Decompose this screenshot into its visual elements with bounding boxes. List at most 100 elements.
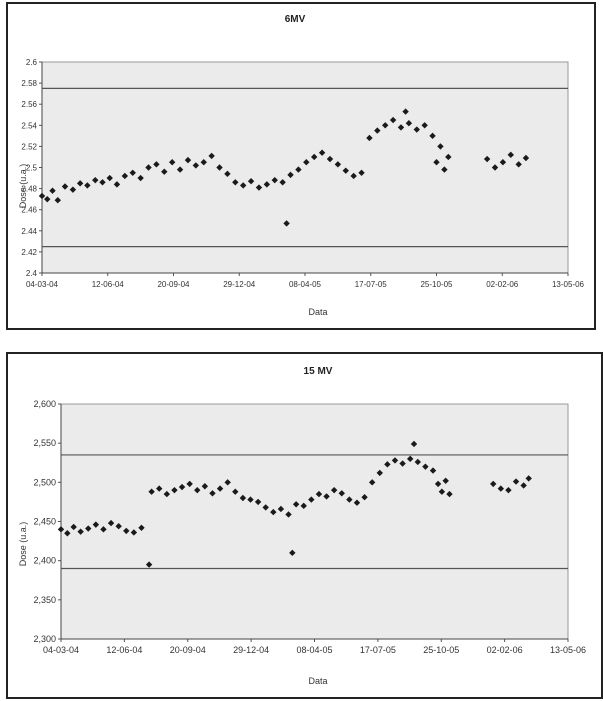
data-point bbox=[178, 483, 186, 491]
y-tick-label: 2,550 bbox=[33, 438, 56, 448]
data-point bbox=[77, 528, 84, 535]
data-point bbox=[374, 127, 381, 134]
data-point bbox=[283, 220, 290, 227]
data-point bbox=[129, 169, 136, 176]
data-point bbox=[512, 478, 520, 485]
x-tick-label: 29-12-04 bbox=[233, 645, 269, 655]
data-point bbox=[279, 179, 286, 186]
x-tick-label: 25-10-05 bbox=[420, 280, 453, 289]
data-point bbox=[361, 494, 368, 501]
data-point bbox=[84, 182, 91, 189]
data-point bbox=[153, 161, 160, 168]
data-point bbox=[232, 179, 239, 186]
data-point bbox=[76, 180, 84, 187]
x-axis-label: Data bbox=[308, 676, 327, 686]
chart-6mv: 6MV Dose (u.a.) Data 2.62.582.562.542.52… bbox=[18, 14, 585, 317]
data-point bbox=[515, 161, 522, 168]
y-axis-label: Dose (u.a.) bbox=[18, 164, 28, 209]
data-point bbox=[308, 496, 315, 503]
data-point bbox=[326, 155, 334, 163]
data-point bbox=[271, 176, 278, 184]
chart-6mv-panel: 6MV Dose (u.a.) Data 2.6 2.58 2.56 2.54 2.52… bbox=[6, 2, 596, 330]
x-tick-label: 13-05-06 bbox=[552, 280, 585, 289]
data-point bbox=[171, 486, 178, 494]
x-tick-label: 04-03-04 bbox=[43, 645, 79, 655]
y-tick-label: 2,500 bbox=[33, 477, 56, 487]
data-point bbox=[295, 166, 302, 173]
data-point bbox=[358, 169, 365, 176]
data-point bbox=[410, 440, 418, 448]
data-point bbox=[209, 490, 216, 497]
data-point bbox=[239, 182, 247, 189]
x-tick-label: 20-09-04 bbox=[157, 280, 190, 289]
data-point bbox=[353, 499, 361, 506]
data-point bbox=[292, 501, 300, 508]
data-point bbox=[156, 485, 163, 492]
data-point bbox=[311, 153, 318, 161]
data-point bbox=[315, 490, 323, 498]
data-point bbox=[69, 186, 77, 193]
data-point bbox=[497, 485, 505, 492]
y-tick-label: 2.4 bbox=[26, 269, 38, 278]
x-tick-label: 17-07-05 bbox=[355, 280, 388, 289]
plot-area: 2,600 2,550 2,500 2,450 2,400 2,350 2,30004-03… bbox=[33, 399, 586, 655]
data-point bbox=[277, 505, 285, 513]
data-point bbox=[99, 179, 106, 186]
data-point bbox=[421, 122, 428, 129]
y-tick-label: 2.56 bbox=[21, 100, 37, 109]
data-point bbox=[441, 166, 448, 173]
y-tick-label: 2.52 bbox=[21, 142, 37, 151]
x-tick-label: 04-03-04 bbox=[26, 280, 59, 289]
data-point bbox=[422, 463, 429, 470]
y-tick-label: 2.6 bbox=[26, 58, 38, 67]
y-tick-label: 2.58 bbox=[21, 79, 37, 88]
data-point bbox=[106, 174, 113, 182]
data-point bbox=[490, 480, 497, 488]
x-tick-label: 08-04-05 bbox=[296, 645, 332, 655]
data-point bbox=[255, 184, 263, 191]
x-tick-label: 29-12-04 bbox=[223, 280, 256, 289]
data-point bbox=[389, 116, 397, 124]
y-tick-label: 2,600 bbox=[33, 399, 56, 409]
data-point bbox=[429, 132, 436, 140]
data-point bbox=[130, 529, 138, 536]
data-point bbox=[505, 486, 512, 494]
data-point bbox=[186, 480, 193, 488]
data-point bbox=[263, 181, 271, 188]
plot-area: 2.6 2.58 2.56 2.54 2.52 2.5 2.48 2.46 2.44 2.42 2.… bbox=[21, 58, 584, 289]
plot-background bbox=[41, 61, 569, 274]
y-tick-label: 2,450 bbox=[33, 517, 56, 527]
data-point bbox=[239, 494, 247, 502]
data-point bbox=[323, 493, 330, 500]
x-tick-label: 02-02-06 bbox=[487, 645, 523, 655]
data-point bbox=[192, 162, 200, 169]
data-point bbox=[163, 490, 171, 498]
data-point bbox=[442, 477, 449, 484]
chart-15mv: 15 MV Dose (u.a.) Data 2,6002,5502,5002,… bbox=[18, 366, 586, 686]
data-point bbox=[438, 488, 446, 495]
data-point bbox=[44, 195, 51, 203]
data-point bbox=[491, 164, 499, 171]
data-point bbox=[300, 502, 307, 510]
data-point bbox=[366, 134, 373, 142]
data-point bbox=[507, 151, 514, 159]
data-point bbox=[405, 119, 413, 127]
data-point bbox=[121, 172, 129, 180]
data-point bbox=[483, 155, 491, 163]
data-point bbox=[113, 181, 121, 188]
data-point bbox=[70, 523, 77, 531]
y-tick-label: 2.54 bbox=[21, 121, 37, 130]
data-point bbox=[338, 490, 345, 497]
y-tick-label: 2.42 bbox=[21, 248, 37, 257]
y-tick-label: 2,300 bbox=[33, 634, 56, 644]
data-point bbox=[61, 183, 69, 190]
data-point bbox=[254, 498, 262, 506]
data-point bbox=[194, 486, 201, 494]
y-tick-label: 2.44 bbox=[21, 227, 37, 236]
data-point bbox=[145, 164, 152, 171]
x-tick-label: 20-09-04 bbox=[170, 645, 206, 655]
data-point bbox=[303, 159, 310, 166]
data-point bbox=[350, 172, 357, 180]
data-point bbox=[107, 519, 115, 527]
data-point bbox=[137, 174, 144, 182]
